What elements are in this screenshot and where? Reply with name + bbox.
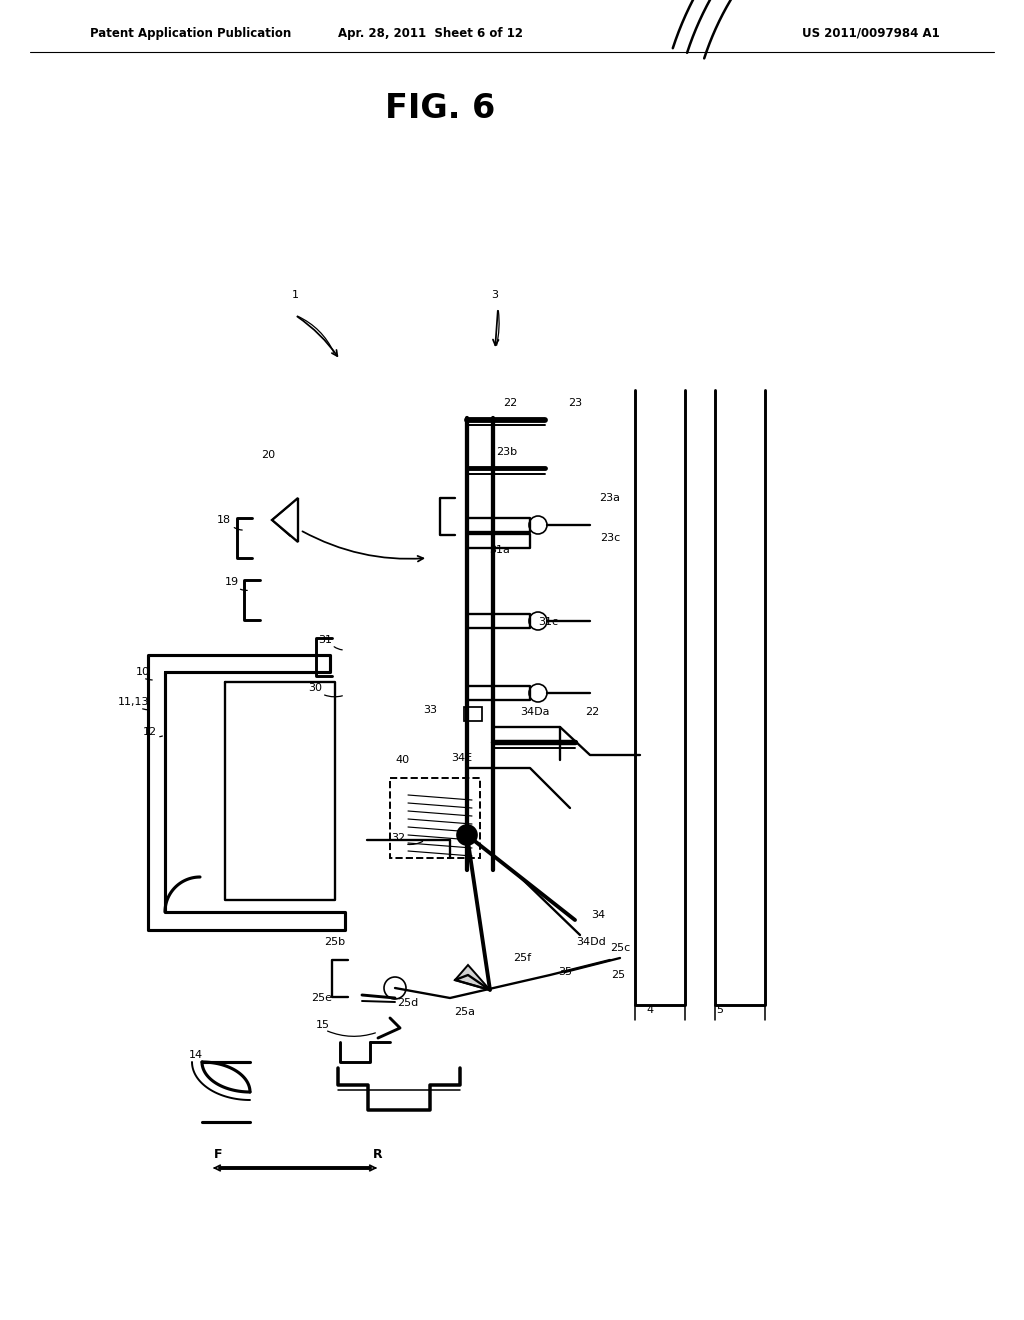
Bar xyxy=(464,708,482,721)
Text: 20: 20 xyxy=(261,450,275,459)
Text: 33: 33 xyxy=(423,705,437,715)
Text: 14: 14 xyxy=(189,1049,203,1060)
Text: 23c: 23c xyxy=(600,533,621,543)
Text: 23b: 23b xyxy=(497,447,517,457)
Text: 25c: 25c xyxy=(610,942,630,953)
Text: 25b: 25b xyxy=(325,937,345,946)
Text: 19: 19 xyxy=(225,577,239,587)
Text: 34Da: 34Da xyxy=(520,708,550,717)
Polygon shape xyxy=(272,498,298,543)
Text: 34: 34 xyxy=(591,909,605,920)
Text: US 2011/0097984 A1: US 2011/0097984 A1 xyxy=(802,26,940,40)
Text: 18: 18 xyxy=(217,515,231,525)
Bar xyxy=(390,777,480,858)
Text: 10: 10 xyxy=(136,667,150,677)
Text: 34Dd: 34Dd xyxy=(577,937,606,946)
Text: 34E: 34E xyxy=(452,752,472,763)
Text: 30: 30 xyxy=(308,682,322,693)
Text: 31c: 31c xyxy=(538,616,558,627)
Text: 31a: 31a xyxy=(489,545,510,554)
Text: 12: 12 xyxy=(143,727,157,737)
Text: F: F xyxy=(214,1148,222,1162)
Text: 23: 23 xyxy=(568,399,582,408)
Text: 32: 32 xyxy=(391,833,406,843)
Text: 3: 3 xyxy=(492,290,499,300)
Text: 5: 5 xyxy=(717,1005,724,1015)
Text: 25f: 25f xyxy=(513,953,531,964)
Text: 25e: 25e xyxy=(311,993,333,1003)
Text: R: R xyxy=(373,1148,383,1162)
Text: 25: 25 xyxy=(611,970,625,979)
Text: 25d: 25d xyxy=(397,998,419,1008)
Text: 4: 4 xyxy=(646,1005,653,1015)
Text: 31: 31 xyxy=(318,635,332,645)
Circle shape xyxy=(457,825,477,845)
Text: 15: 15 xyxy=(316,1020,330,1030)
Text: 22: 22 xyxy=(585,708,599,717)
Text: 40: 40 xyxy=(395,755,409,766)
Text: 35: 35 xyxy=(558,968,572,977)
Text: 25a: 25a xyxy=(455,1007,475,1016)
Text: Apr. 28, 2011  Sheet 6 of 12: Apr. 28, 2011 Sheet 6 of 12 xyxy=(338,26,522,40)
Text: 22: 22 xyxy=(503,399,517,408)
Text: 11,13: 11,13 xyxy=(118,697,150,708)
Text: FIG. 6: FIG. 6 xyxy=(385,91,496,124)
Text: Patent Application Publication: Patent Application Publication xyxy=(90,26,291,40)
Text: 1: 1 xyxy=(292,290,299,300)
Polygon shape xyxy=(455,965,490,990)
Text: 23a: 23a xyxy=(599,492,621,503)
